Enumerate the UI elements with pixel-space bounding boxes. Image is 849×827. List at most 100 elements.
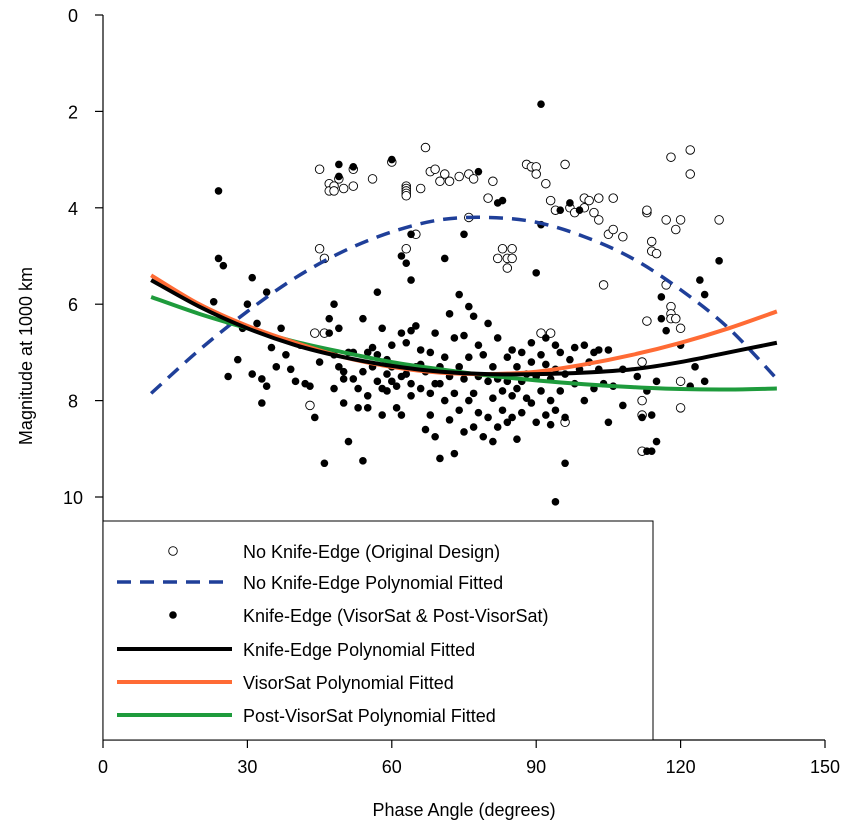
data-point-open — [685, 145, 695, 155]
data-point-open — [675, 215, 686, 225]
x-tick-label: 0 — [98, 757, 108, 777]
data-point-filled — [527, 358, 536, 366]
data-point-filled — [469, 423, 478, 431]
data-point-filled — [421, 425, 430, 434]
data-point-filled — [527, 338, 536, 347]
data-point-filled — [233, 355, 242, 364]
data-point-filled — [445, 416, 454, 424]
data-point-filled — [440, 353, 449, 362]
data-point-filled — [460, 230, 468, 239]
data-point-filled — [373, 351, 382, 359]
series-open-circle — [305, 142, 724, 456]
data-point-filled — [344, 437, 353, 446]
data-point-filled — [542, 411, 550, 419]
y-axis-ticks: 0 2 4 6 8 10 — [63, 6, 103, 508]
data-point-filled — [537, 351, 545, 359]
data-point-open — [685, 169, 695, 179]
data-point-filled — [325, 314, 334, 323]
data-point-filled — [320, 459, 329, 468]
data-point-open — [507, 244, 517, 254]
data-point-filled — [388, 341, 396, 349]
data-point-filled — [359, 367, 367, 376]
data-point-filled — [306, 382, 314, 390]
data-point-filled — [551, 341, 560, 349]
data-point-filled — [513, 435, 521, 443]
data-point-open — [497, 244, 508, 254]
data-point-filled — [282, 351, 290, 359]
data-point-filled — [407, 276, 415, 284]
data-point-filled — [407, 230, 415, 239]
data-point-filled — [508, 413, 516, 422]
data-point-filled — [243, 300, 252, 309]
legend: No Knife-Edge (Original Design) No Knife-… — [102, 520, 654, 741]
data-point-open — [420, 142, 431, 153]
data-point-filled — [556, 348, 565, 357]
data-point-filled — [397, 252, 406, 260]
data-point-filled — [546, 420, 555, 429]
data-point-filled — [407, 391, 415, 400]
data-point-filled — [633, 372, 642, 381]
data-point-filled — [378, 324, 386, 333]
data-point-filled — [484, 319, 492, 328]
data-point-filled — [493, 423, 502, 431]
data-point-filled — [383, 370, 391, 378]
data-point-filled — [484, 413, 492, 422]
data-point-filled — [532, 418, 540, 427]
x-tick-label: 120 — [666, 757, 696, 777]
data-point-filled — [436, 379, 444, 388]
data-point-filled — [513, 384, 521, 393]
data-point-open — [531, 169, 541, 179]
data-point-filled — [474, 341, 483, 349]
data-point-filled — [652, 377, 661, 386]
data-point-filled — [532, 269, 540, 277]
data-point-filled — [248, 273, 257, 282]
data-point-filled — [359, 314, 367, 323]
data-point-open — [589, 207, 599, 218]
data-point-open — [675, 376, 686, 387]
data-point-filled — [551, 406, 560, 415]
data-point-filled — [209, 297, 218, 306]
legend-item: VisorSat Polynomial Fitted — [117, 673, 454, 693]
data-point-filled — [517, 408, 526, 417]
data-point-open — [618, 231, 628, 242]
data-point-filled — [272, 363, 281, 371]
x-axis-ticks: 0 30 60 90 120 150 — [98, 740, 840, 777]
data-point-open — [401, 190, 411, 201]
data-point-filled — [465, 396, 473, 405]
data-point-filled — [335, 172, 343, 181]
data-point-open — [305, 400, 315, 411]
data-point-open — [310, 328, 320, 338]
data-point-open — [594, 193, 604, 203]
data-point-open — [560, 159, 570, 170]
data-point-open — [661, 215, 671, 225]
data-point-filled — [392, 404, 401, 412]
data-point-open — [608, 224, 618, 235]
legend-box — [102, 520, 654, 741]
data-point-filled — [460, 331, 468, 340]
data-point-filled — [335, 324, 343, 333]
data-point-filled — [503, 418, 512, 427]
data-point-open — [401, 244, 411, 254]
data-point-open — [671, 224, 681, 235]
data-point-filled — [489, 363, 497, 371]
data-point-open — [367, 174, 378, 184]
data-point-filled — [224, 372, 232, 381]
data-point-filled — [484, 377, 492, 386]
data-point-filled — [426, 389, 435, 398]
data-point-filled — [402, 259, 411, 268]
data-point-filled — [431, 432, 439, 441]
data-point-filled — [426, 411, 435, 419]
y-tick-label: 0 — [68, 6, 78, 26]
data-point-filled — [330, 300, 338, 309]
x-tick-label: 60 — [382, 757, 402, 777]
data-point-filled — [445, 310, 454, 318]
data-point-filled — [359, 457, 367, 465]
data-point-open — [545, 195, 556, 206]
data-point-filled — [498, 387, 507, 395]
data-point-filled — [657, 314, 666, 323]
data-point-filled — [388, 155, 396, 164]
legend-filled-circle — [169, 611, 177, 619]
legend-label: No Knife-Edge (Original Design) — [243, 542, 500, 562]
data-point-filled — [455, 290, 463, 299]
data-point-filled — [652, 437, 661, 446]
